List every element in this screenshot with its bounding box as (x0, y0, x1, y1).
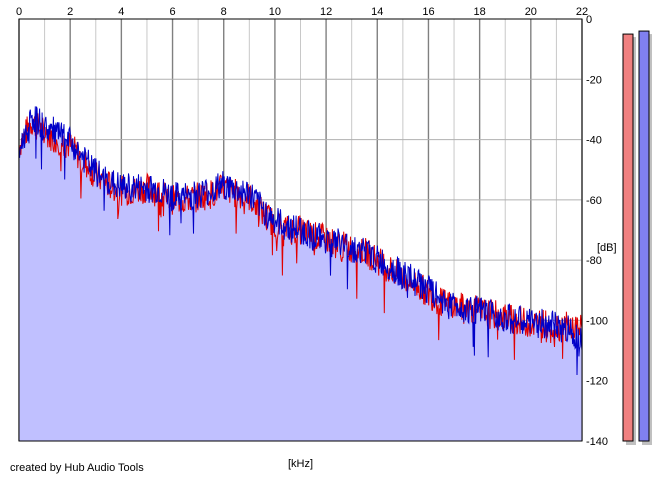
y-tick-label: -20 (586, 74, 602, 86)
y-tick-label: -140 (586, 436, 608, 448)
y-tick-label: -80 (586, 255, 602, 267)
x-axis-ticks: 0 2 4 6 8 10 12 14 16 18 20 22 (16, 6, 588, 18)
level-meter-bar (638, 30, 650, 442)
x-tick-label: 8 (221, 6, 227, 18)
y-tick-label: -40 (586, 135, 602, 147)
x-tick-label: 0 (16, 6, 22, 18)
x-tick-label: 12 (320, 6, 332, 18)
x-tick-label: 10 (269, 6, 281, 18)
series-lines (18, 106, 583, 376)
x-tick-label: 14 (371, 6, 383, 18)
level-meter-bar (622, 33, 634, 442)
y-tick-label: -120 (586, 376, 608, 388)
y-axis-ticks: 0 -20 -40 -60 -80 -100 -120 -140 (586, 14, 608, 448)
y-tick-label: 0 (586, 14, 592, 26)
y-axis-unit-label: [dB] (597, 242, 617, 254)
y-tick-label: -60 (586, 195, 602, 207)
series-line-2 (18, 106, 583, 376)
credit-text: created by Hub Audio Tools (10, 462, 144, 474)
x-tick-label: 22 (576, 6, 588, 18)
x-tick-label: 4 (118, 6, 124, 18)
series-line-1 (18, 113, 583, 360)
x-tick-label: 2 (67, 6, 73, 18)
x-tick-label: 6 (169, 6, 175, 18)
x-tick-label: 20 (525, 6, 537, 18)
x-tick-label: 18 (474, 6, 486, 18)
x-tick-label: 16 (422, 6, 434, 18)
plot-frame (18, 18, 583, 442)
spectrum-area-fill (19, 106, 582, 442)
level-meters (622, 30, 652, 446)
x-axis-unit-label: [kHz] (288, 458, 313, 470)
y-tick-label: -100 (586, 315, 608, 327)
